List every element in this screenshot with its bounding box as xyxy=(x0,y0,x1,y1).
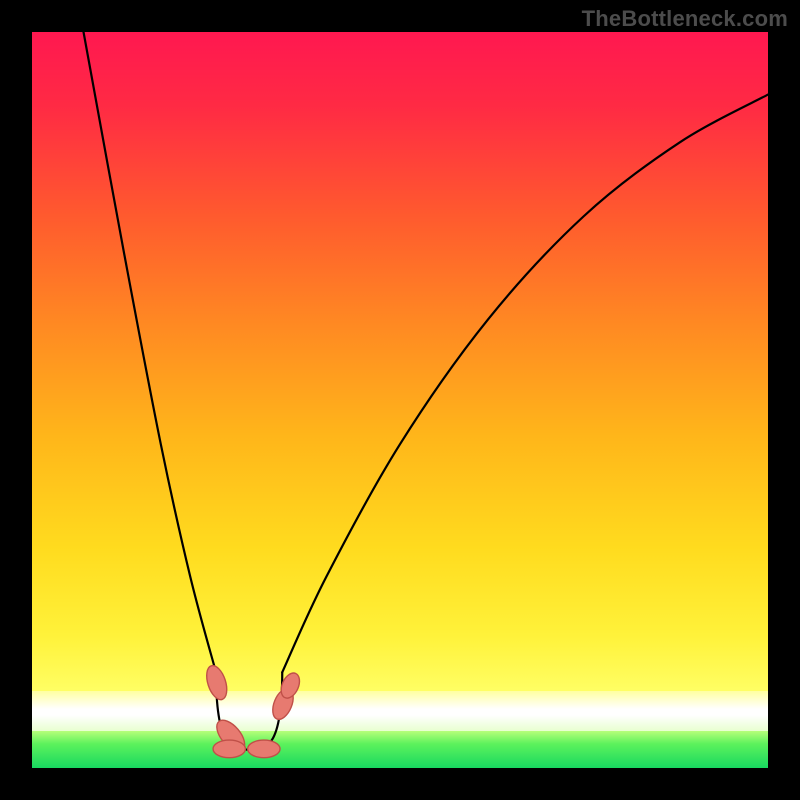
bottleneck-curve xyxy=(32,32,768,768)
chart-frame: TheBottleneck.com xyxy=(0,0,800,800)
marker-bead xyxy=(213,740,245,758)
curve-right-branch xyxy=(282,95,768,673)
plot-area xyxy=(32,32,768,768)
marker-bead xyxy=(203,663,231,702)
watermark-text: TheBottleneck.com xyxy=(582,6,788,32)
marker-bead xyxy=(248,740,280,758)
curve-left-branch xyxy=(84,32,216,672)
